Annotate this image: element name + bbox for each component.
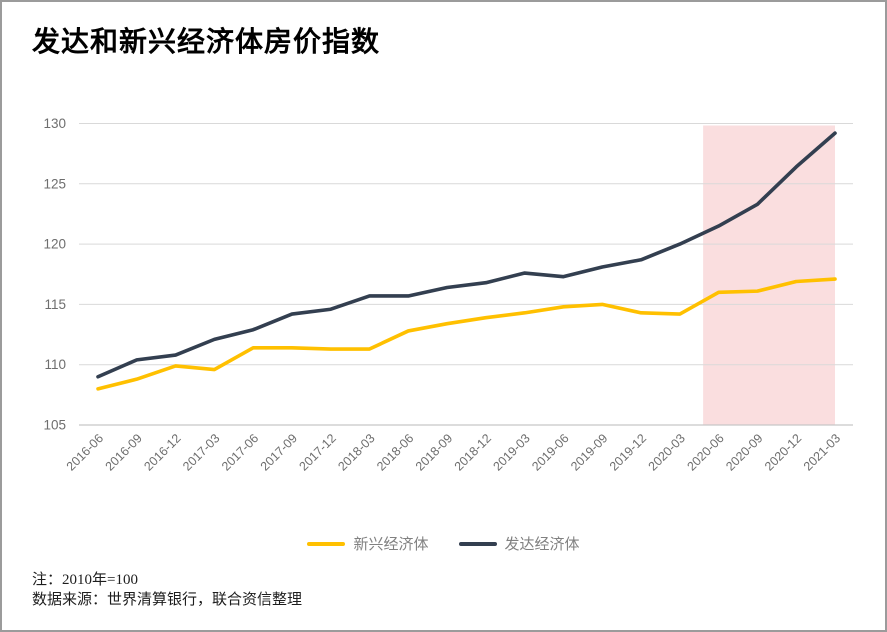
chart-title: 发达和新兴经济体房价指数 [32, 26, 381, 57]
emerging-line-swatch-icon [307, 541, 346, 546]
chart-legend: 新兴经济体 发达经济体 [2, 533, 885, 554]
y-tick-label: 105 [43, 418, 66, 433]
x-tick-label: 2017-12 [297, 431, 339, 473]
y-tick-label: 120 [43, 237, 66, 252]
legend-item-emerging: 新兴经济体 [307, 533, 429, 554]
x-tick-label: 2017-06 [219, 431, 261, 473]
x-tick-label: 2020-09 [723, 431, 765, 473]
legend-item-developed: 发达经济体 [458, 533, 580, 554]
line-chart-svg: 1051101151201251302016-062016-092016-122… [43, 116, 853, 474]
legend-label-developed: 发达经济体 [504, 536, 580, 553]
y-tick-label: 110 [44, 357, 66, 372]
series-line-developed [96, 131, 837, 379]
developed-line-swatch-icon [458, 541, 497, 546]
x-tick-label: 2017-09 [258, 431, 300, 473]
x-tick-label: 2020-03 [646, 431, 688, 473]
x-tick-label: 2016-06 [64, 431, 106, 473]
x-tick-label: 2020-06 [684, 431, 726, 473]
y-tick-label: 115 [44, 297, 66, 312]
x-tick-label: 2017-03 [180, 431, 222, 473]
chart-notes: 注：2010年=100 数据来源：世界清算银行，联合资信整理 [32, 570, 302, 611]
series-line-emerging [96, 277, 837, 391]
x-tick-label: 2019-09 [568, 431, 610, 473]
x-tick-label: 2018-06 [374, 431, 416, 473]
x-tick-label: 2019-06 [529, 431, 571, 473]
x-tick-label: 2019-03 [490, 431, 532, 473]
note-index-base: 注：2010年=100 [32, 572, 138, 588]
x-tick-label: 2016-09 [103, 431, 145, 473]
x-tick-label: 2020-12 [762, 431, 804, 473]
x-tick-label: 2019-12 [607, 431, 649, 473]
x-tick-label: 2021-03 [801, 431, 843, 473]
highlight-band [703, 125, 836, 425]
x-tick-label: 2018-03 [335, 431, 377, 473]
y-tick-label: 125 [43, 176, 66, 191]
x-tick-label: 2016-12 [141, 431, 183, 473]
x-tick-label: 2018-12 [452, 431, 494, 473]
legend-label-emerging: 新兴经济体 [353, 536, 429, 553]
x-tick-label: 2018-09 [413, 431, 455, 473]
y-tick-label: 130 [43, 116, 66, 131]
note-data-source: 数据来源：世界清算银行，联合资信整理 [32, 592, 303, 609]
